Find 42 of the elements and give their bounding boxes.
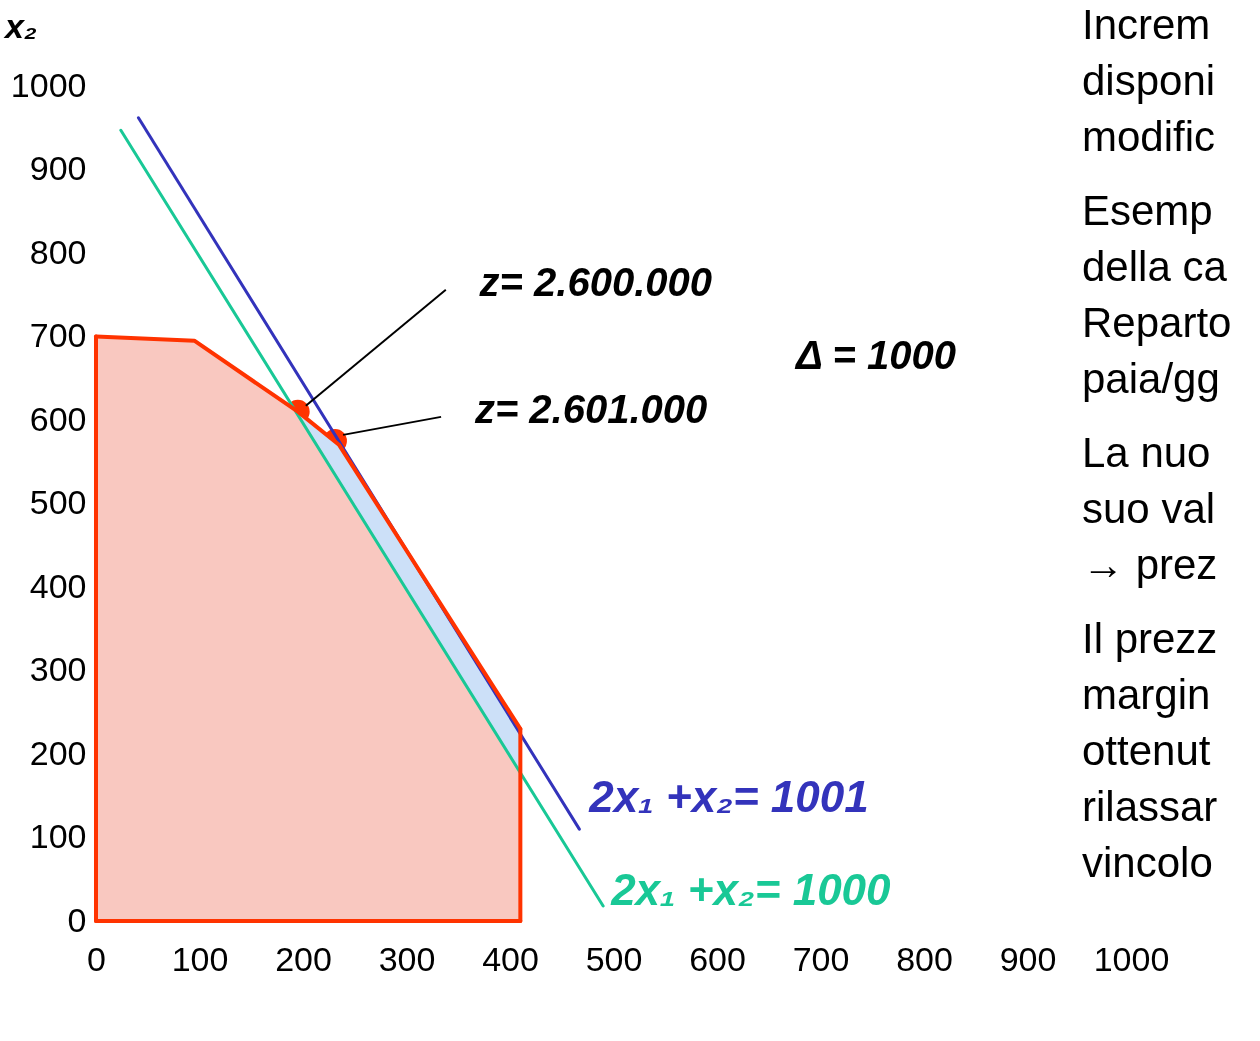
annotation: Δ = 1000 — [794, 333, 956, 377]
annotation: suo val — [1082, 485, 1216, 532]
annotation: → prez — [1082, 541, 1218, 588]
x-tick-label: 1000 — [1093, 939, 1170, 978]
annotation: modific — [1082, 113, 1216, 160]
text: Increm — [1082, 1, 1211, 48]
y-tick-label: 800 — [29, 232, 87, 271]
y-tick-label: 700 — [29, 316, 87, 354]
annotation: ottenut — [1082, 727, 1211, 774]
annotation: La nuo — [1082, 429, 1211, 476]
x-tick-label: 400 — [482, 939, 539, 978]
x-tick-label: 700 — [792, 939, 850, 978]
x-tick-label: 800 — [896, 939, 953, 978]
x-tick-label: 600 — [689, 939, 746, 978]
y-tick-label: 200 — [29, 733, 87, 772]
x-tick-label: 200 — [275, 939, 332, 978]
y-tick-label: 300 — [29, 650, 87, 688]
series-label: 2x₁ +x₂= 1001 — [588, 772, 869, 822]
x-tick-label: 900 — [999, 939, 1057, 978]
x-tick-label: 100 — [171, 939, 229, 978]
x-tick-label: 500 — [585, 939, 643, 978]
y-tick-label: 0 — [67, 900, 87, 939]
annotation: margin — [1082, 671, 1211, 718]
y-axis-title: x₂ — [3, 7, 37, 45]
y-tick-label: 500 — [29, 483, 87, 521]
y-tick-label: 400 — [29, 566, 87, 605]
annotation: rilassar — [1082, 783, 1218, 830]
y-tick-label: 600 — [29, 399, 87, 438]
annotation: Reparto — [1082, 299, 1232, 346]
y-tick-label: 900 — [29, 149, 87, 187]
annotation: vincolo — [1082, 839, 1213, 886]
series-label: 2x₁ +x₂= 1000 — [610, 864, 892, 914]
annotation: paia/gg — [1082, 355, 1220, 402]
annotation: Esemp — [1082, 187, 1213, 234]
y-tick-label: 100 — [29, 817, 87, 855]
x-tick-label: 300 — [378, 939, 436, 978]
annotation: z= 2.600.000 — [478, 259, 713, 304]
y-tick-label: 1000 — [10, 65, 87, 104]
annotation: Il prezz — [1082, 615, 1218, 662]
annotation: z= 2.601.000 — [473, 386, 708, 431]
annotation: disponi — [1082, 57, 1216, 104]
annotation: della ca — [1082, 243, 1228, 290]
